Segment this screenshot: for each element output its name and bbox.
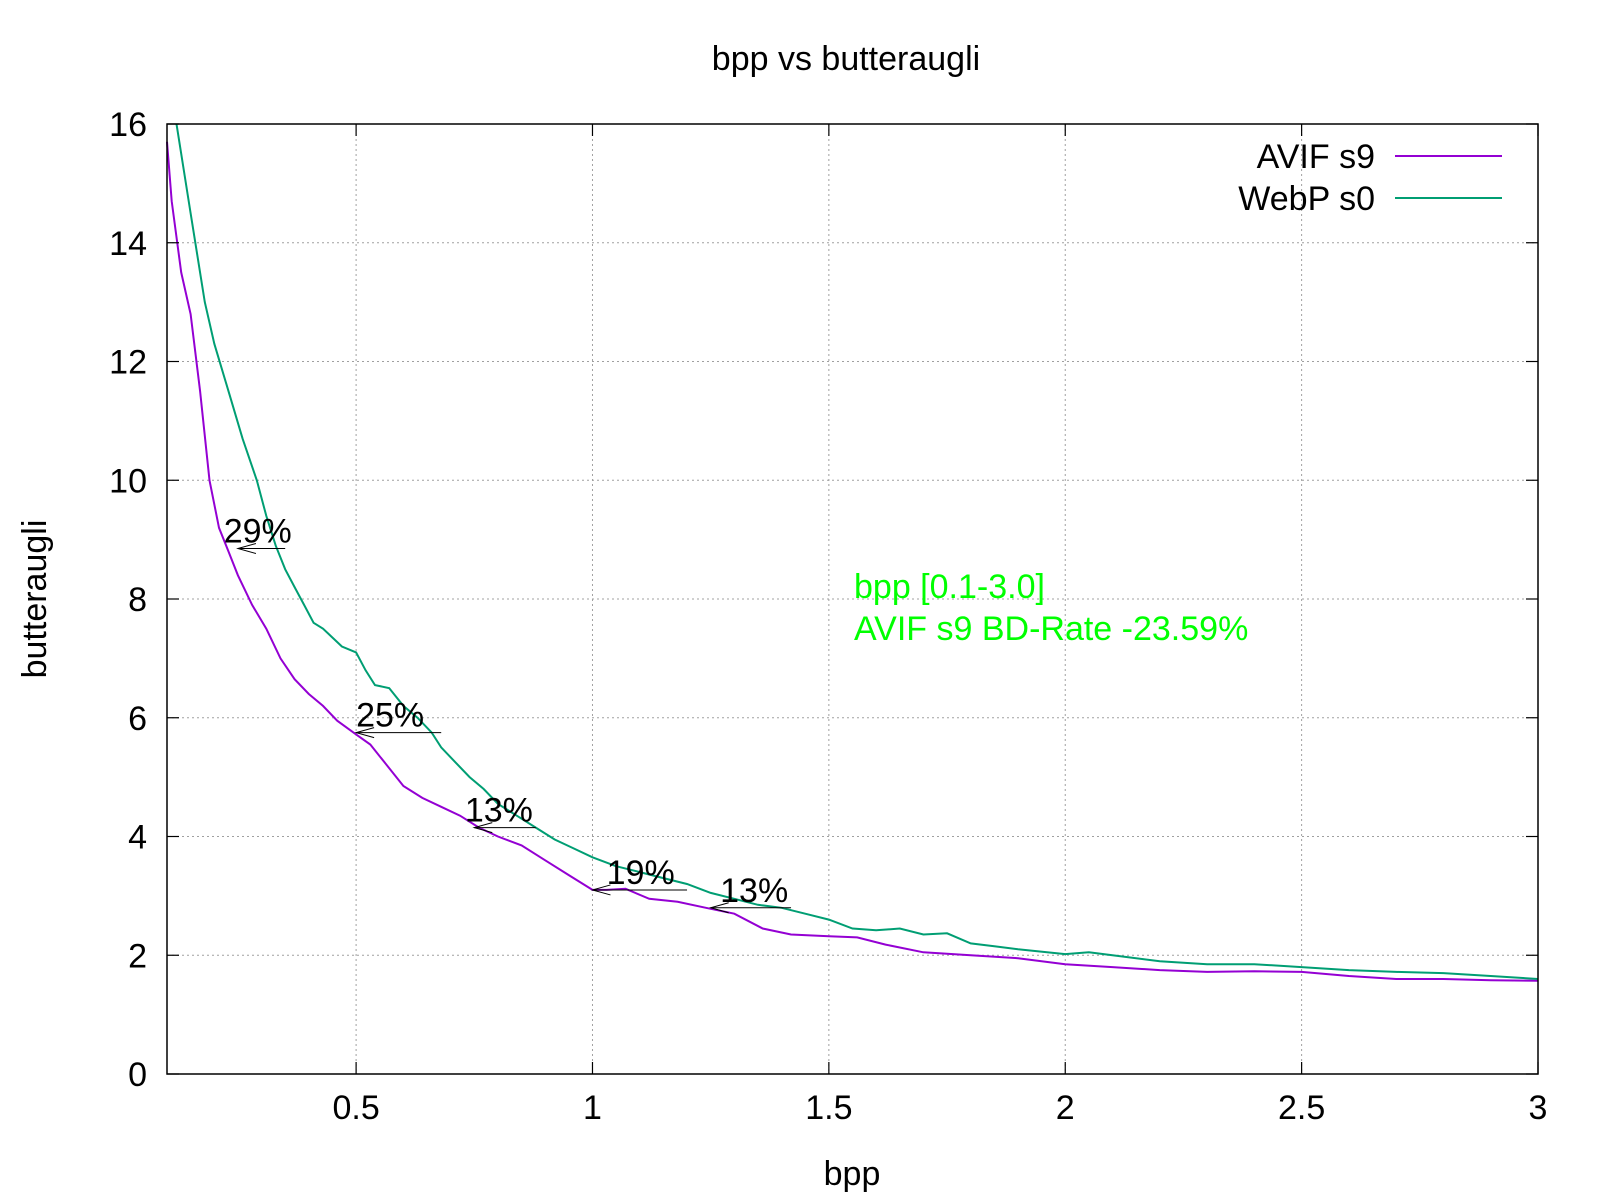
y-tick-label: 12 (109, 344, 147, 382)
x-tick-label: 0.5 (332, 1089, 379, 1127)
y-tick-label: 6 (128, 700, 147, 738)
x-axis-label: bpp (824, 1155, 881, 1193)
x-tick-label: 3 (1529, 1089, 1548, 1127)
summary-line-range: bpp [0.1-3.0] (854, 568, 1045, 606)
y-tick-label: 4 (128, 819, 147, 857)
annotation-arrowhead (236, 543, 257, 555)
y-tick-label: 16 (109, 106, 147, 144)
annotation-arrowhead (472, 822, 493, 834)
series-line-avif-s9 (166, 141, 1539, 982)
annotations: 29% 25% 13% 19% 13% (224, 513, 792, 914)
x-tick-label: 2 (1056, 1089, 1075, 1127)
annotation-label: 25% (356, 697, 424, 735)
y-tick-label: 8 (128, 581, 147, 619)
annotation-arrowhead (590, 884, 611, 896)
annotation-arrowhead (354, 727, 375, 739)
y-tick-label: 0 (128, 1056, 147, 1094)
legend-label: AVIF s9 (1257, 138, 1375, 176)
annotation-label: 29% (224, 513, 292, 551)
y-axis-label: butteraugli (16, 520, 54, 679)
annotation-label: 19% (607, 854, 675, 892)
chart-title: bpp vs butteraugli (712, 40, 980, 78)
x-tick-label: 1.5 (805, 1089, 852, 1127)
summary-line-bdrate: AVIF s9 BD-Rate -23.59% (854, 610, 1248, 648)
y-tick-label: 10 (109, 462, 147, 500)
summary-text: bpp [0.1-3.0] AVIF s9 BD-Rate -23.59% (854, 568, 1248, 648)
y-tick-label: 2 (128, 937, 147, 975)
series-layer (166, 123, 1539, 982)
legend-label: WebP s0 (1238, 180, 1375, 218)
annotation-arrowhead (708, 902, 729, 914)
y-tick-label: 14 (109, 225, 147, 263)
annotation-label: 13% (720, 872, 788, 910)
annotation-label: 13% (465, 792, 533, 830)
x-tick-label: 1 (583, 1089, 602, 1127)
x-tick-label: 2.5 (1278, 1089, 1325, 1127)
axis-ticks: 0.5 1 1.5 2 2.5 3 0 2 4 6 8 10 12 14 16 (109, 106, 1547, 1127)
grid (167, 124, 1538, 1074)
series-line-webp-s0 (175, 123, 1539, 980)
legend: AVIF s9 WebP s0 (1238, 138, 1502, 218)
